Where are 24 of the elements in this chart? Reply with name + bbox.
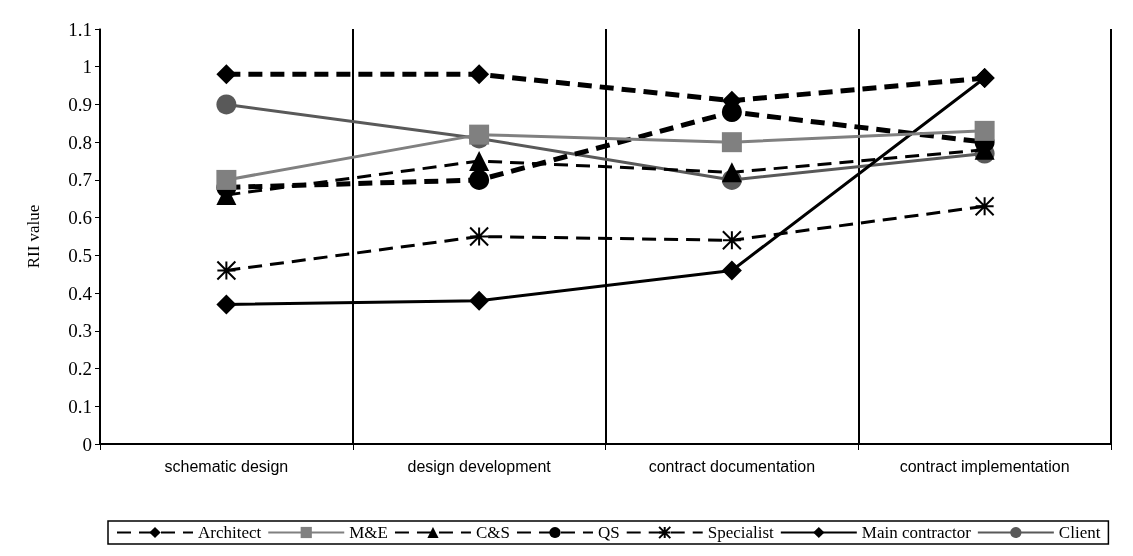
y-tick-label: 0.5 bbox=[68, 244, 92, 266]
y-tick-label: 0.6 bbox=[68, 207, 92, 229]
x-tick-label: design development bbox=[407, 457, 552, 475]
legend-label: Main contractor bbox=[861, 523, 972, 542]
y-tick-label: 0 bbox=[82, 433, 92, 455]
legend-label: C&S bbox=[475, 523, 510, 542]
legend-label: Architect bbox=[198, 523, 262, 542]
legend-label: Specialist bbox=[707, 523, 775, 542]
y-tick-label: 0.8 bbox=[68, 131, 92, 153]
x-tick-label: contract documentation bbox=[648, 457, 816, 475]
y-tick-label: 0.2 bbox=[68, 358, 92, 380]
y-tick-label: 0.3 bbox=[68, 320, 92, 342]
legend-label: M&E bbox=[349, 523, 388, 542]
y-tick-label: 0.4 bbox=[68, 282, 93, 304]
y-tick-label: 1.1 bbox=[68, 18, 92, 40]
y-tick-label: 0.7 bbox=[68, 169, 92, 191]
legend-label: Client bbox=[1058, 523, 1101, 542]
y-axis-title: RII value bbox=[24, 204, 43, 269]
y-tick-label: 0.1 bbox=[68, 395, 92, 417]
y-tick-label: 1 bbox=[82, 56, 92, 78]
legend-label: QS bbox=[597, 523, 620, 542]
x-tick-label: schematic design bbox=[164, 457, 289, 475]
x-tick-label: contract implementation bbox=[899, 457, 1070, 475]
y-tick-label: 0.9 bbox=[68, 93, 92, 115]
